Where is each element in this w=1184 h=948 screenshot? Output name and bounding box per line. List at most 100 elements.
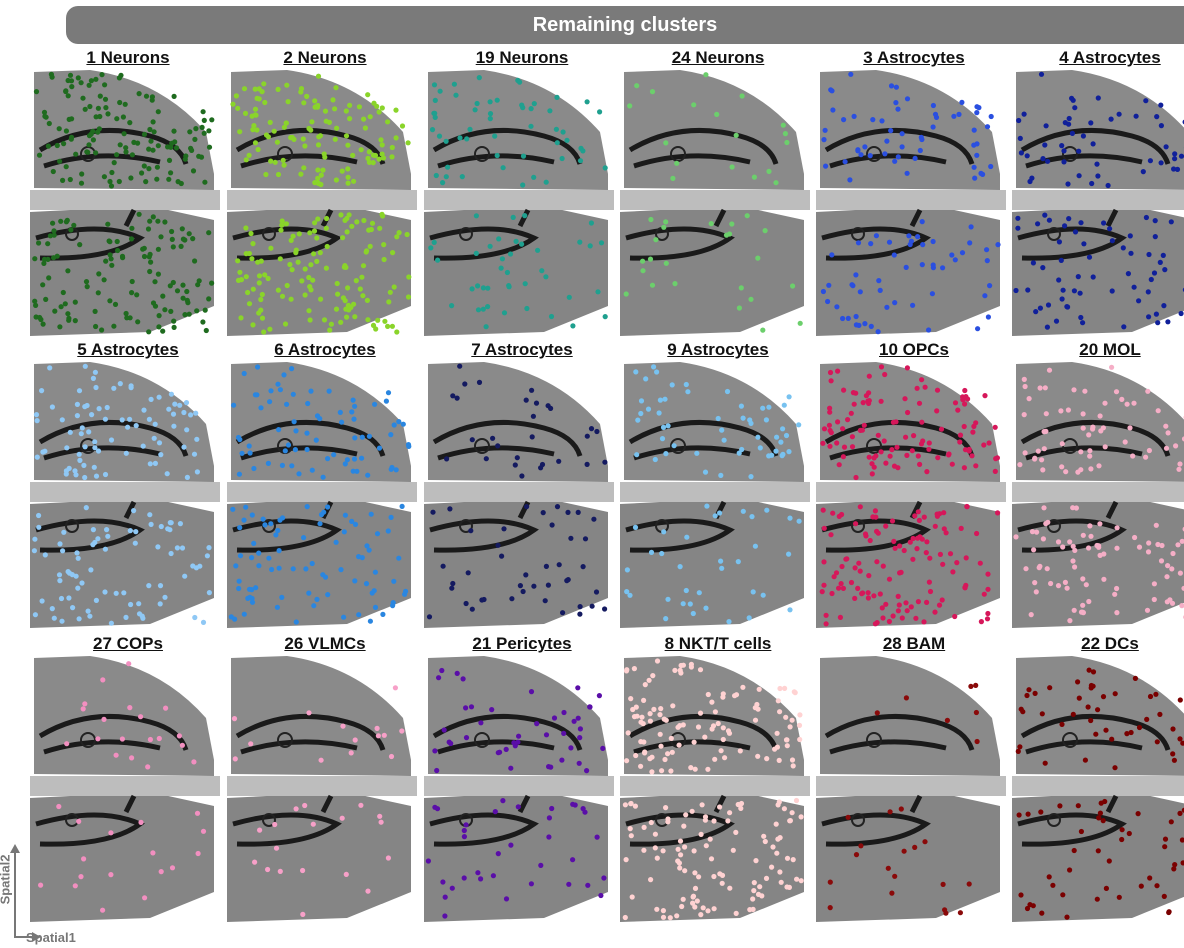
cell-spot — [233, 563, 239, 569]
cell-spot — [893, 84, 899, 90]
cell-spot — [104, 404, 110, 411]
cell-spot — [1080, 532, 1086, 538]
cell-spot — [46, 120, 52, 127]
cell-spot — [246, 586, 253, 592]
cell-spot — [1027, 902, 1033, 908]
cell-spot — [649, 282, 656, 288]
cell-spot — [75, 75, 81, 81]
cell-spot — [663, 140, 669, 146]
cell-spot — [1062, 120, 1068, 126]
cell-spot — [1058, 257, 1064, 263]
cell-spot — [665, 423, 671, 429]
cell-spot — [345, 302, 351, 308]
cell-spot — [875, 432, 881, 438]
cell-spot — [724, 388, 731, 395]
cell-spot — [647, 256, 654, 262]
cell-spot — [499, 256, 505, 262]
lower-fiber-tract — [821, 794, 931, 847]
cell-spot — [313, 437, 319, 443]
cell-spot — [377, 225, 383, 231]
cell-spot — [859, 591, 865, 597]
cell-spot — [654, 369, 660, 375]
cell-spot — [867, 153, 873, 159]
cell-spot — [105, 221, 111, 227]
cell-spot — [702, 817, 708, 823]
tissue-section-image — [816, 70, 1006, 336]
cell-spot — [235, 277, 242, 283]
cell-spot — [649, 769, 655, 775]
cell-spot — [366, 433, 372, 439]
cell-spot — [508, 765, 514, 771]
cell-spot — [348, 750, 354, 756]
cluster-title: 2 Neurons — [283, 48, 367, 67]
upper-fiber-tract — [824, 713, 975, 755]
cell-spot — [442, 894, 448, 900]
cell-spot — [927, 588, 934, 595]
cell-spot — [697, 710, 704, 716]
cell-spot — [1037, 385, 1043, 391]
cell-spot — [293, 806, 299, 812]
cell-spot — [517, 79, 523, 85]
cell-spot — [1076, 148, 1082, 154]
cell-spot — [268, 245, 274, 251]
cell-spot — [923, 550, 929, 556]
cell-spot — [711, 818, 717, 824]
cell-spot — [1024, 905, 1031, 912]
cell-spot — [598, 892, 604, 899]
cell-spot — [281, 162, 287, 168]
cell-spot — [160, 293, 166, 299]
section-gap — [424, 190, 614, 210]
cell-spot — [1140, 169, 1146, 175]
cell-spot — [674, 913, 680, 919]
cell-spot — [281, 372, 287, 378]
cell-spot — [919, 419, 925, 425]
cell-spot — [206, 144, 213, 150]
cell-spot — [877, 591, 883, 597]
cell-spot — [749, 514, 755, 520]
cell-spot — [930, 238, 936, 245]
cell-spot — [987, 283, 993, 289]
cell-spot — [342, 512, 348, 518]
cell-spot — [338, 212, 344, 218]
cell-spot — [310, 277, 316, 283]
y-axis-line — [14, 852, 16, 938]
cell-spot — [514, 455, 520, 461]
cell-spot — [914, 385, 920, 391]
cell-spot — [926, 327, 932, 333]
cell-spot — [1038, 809, 1044, 815]
cluster-panel: 24 Neurons — [620, 48, 816, 340]
cell-spot — [49, 404, 55, 410]
cell-spot — [107, 252, 113, 258]
cell-spot — [1064, 585, 1070, 591]
cell-spot — [1018, 706, 1024, 712]
cell-spot — [116, 178, 122, 185]
cell-spot — [335, 291, 341, 297]
cell-spot — [54, 142, 60, 149]
cell-spot — [661, 224, 667, 230]
cell-spot — [391, 578, 397, 584]
cell-spot — [392, 685, 398, 691]
cell-spot — [753, 858, 759, 864]
cell-spot — [677, 838, 684, 844]
cell-spot — [457, 363, 463, 369]
cell-spot — [1165, 563, 1171, 569]
cell-spot — [345, 174, 351, 180]
cell-spot — [932, 111, 939, 117]
cell-spot — [584, 99, 590, 105]
cell-spot — [1065, 181, 1071, 187]
lower-vessel-ring — [1047, 813, 1061, 827]
lower-fiber-tract — [429, 794, 539, 847]
cell-spot — [51, 255, 57, 261]
cell-spot — [633, 704, 639, 710]
cell-spot — [93, 150, 99, 156]
cell-spot — [97, 93, 103, 99]
tissue-section-image — [227, 70, 417, 336]
cell-spot — [633, 752, 639, 759]
cell-spot — [648, 216, 654, 223]
cell-spot — [465, 570, 471, 576]
cell-spot — [120, 114, 126, 120]
cell-spot — [575, 715, 581, 721]
cell-spot — [463, 705, 469, 711]
cell-spot — [123, 310, 129, 317]
cell-spot — [453, 92, 459, 98]
